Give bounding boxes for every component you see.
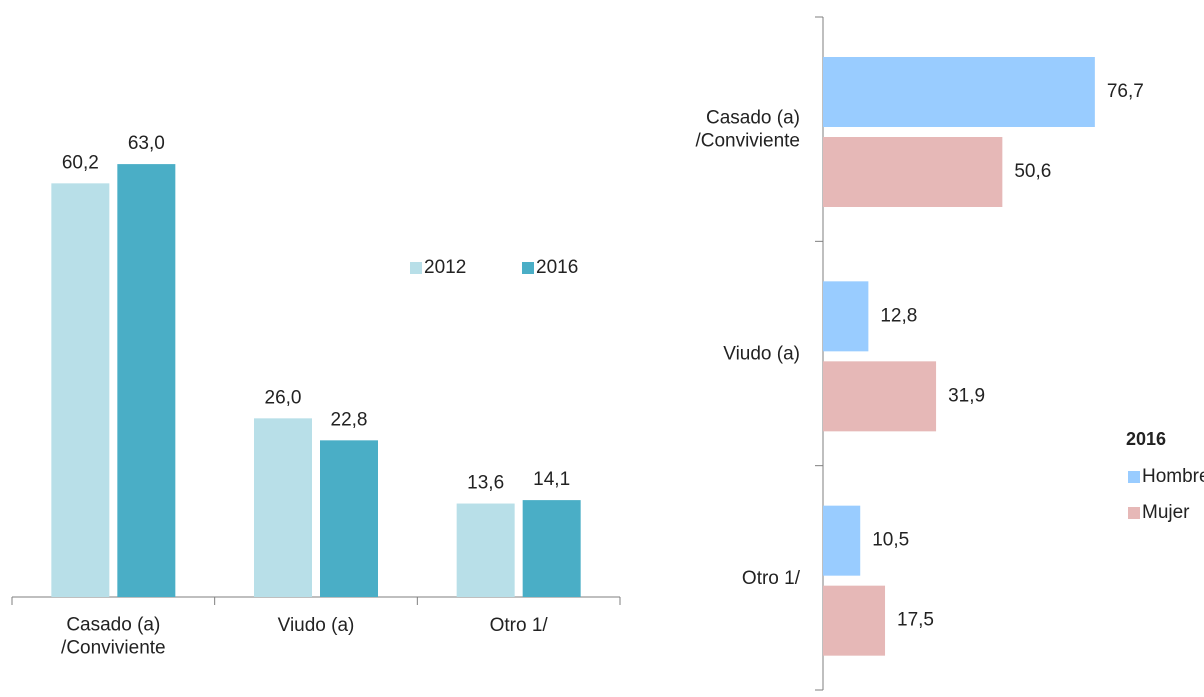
y-tick-label: Casado (a)/Conviviente <box>695 108 800 152</box>
bar <box>51 183 110 597</box>
value-label: 10,5 <box>872 530 909 551</box>
y-tick-label: Viudo (a) <box>723 344 800 365</box>
value-label: 76,7 <box>1107 81 1144 102</box>
bar <box>117 164 176 597</box>
bar <box>823 137 1003 207</box>
value-label: 31,9 <box>948 385 985 406</box>
bar <box>823 57 1095 127</box>
bar <box>823 505 861 576</box>
legend-swatch <box>522 262 534 274</box>
legend-label: 2016 <box>536 257 578 278</box>
y-tick-label: Otro 1/ <box>742 568 801 589</box>
value-label: 63,0 <box>128 133 165 154</box>
bar <box>456 503 515 597</box>
x-tick-label: Casado (a)/Conviviente <box>61 615 166 659</box>
legend-swatch <box>1128 471 1140 483</box>
bar <box>522 500 581 597</box>
legend-label: Mujer <box>1142 502 1190 523</box>
value-label: 22,8 <box>331 409 368 430</box>
bar <box>823 281 869 352</box>
legend-swatch <box>1128 507 1140 519</box>
legend-label: 2012 <box>424 257 466 278</box>
bar <box>320 440 378 597</box>
x-tick-label: Viudo (a) <box>278 615 355 636</box>
bar <box>823 361 937 432</box>
value-label: 50,6 <box>1014 161 1051 182</box>
bar <box>254 418 312 597</box>
value-label: 12,8 <box>880 305 917 326</box>
bar <box>823 585 886 656</box>
legend-title: 2016 <box>1126 429 1166 449</box>
value-label: 26,0 <box>265 387 302 408</box>
value-label: 13,6 <box>467 473 504 494</box>
legend-swatch <box>410 262 422 274</box>
legend-label: Hombre <box>1142 466 1204 487</box>
value-label: 60,2 <box>62 152 99 173</box>
value-label: 17,5 <box>897 610 934 631</box>
value-label: 14,1 <box>533 469 570 490</box>
x-tick-label: Otro 1/ <box>490 615 549 636</box>
